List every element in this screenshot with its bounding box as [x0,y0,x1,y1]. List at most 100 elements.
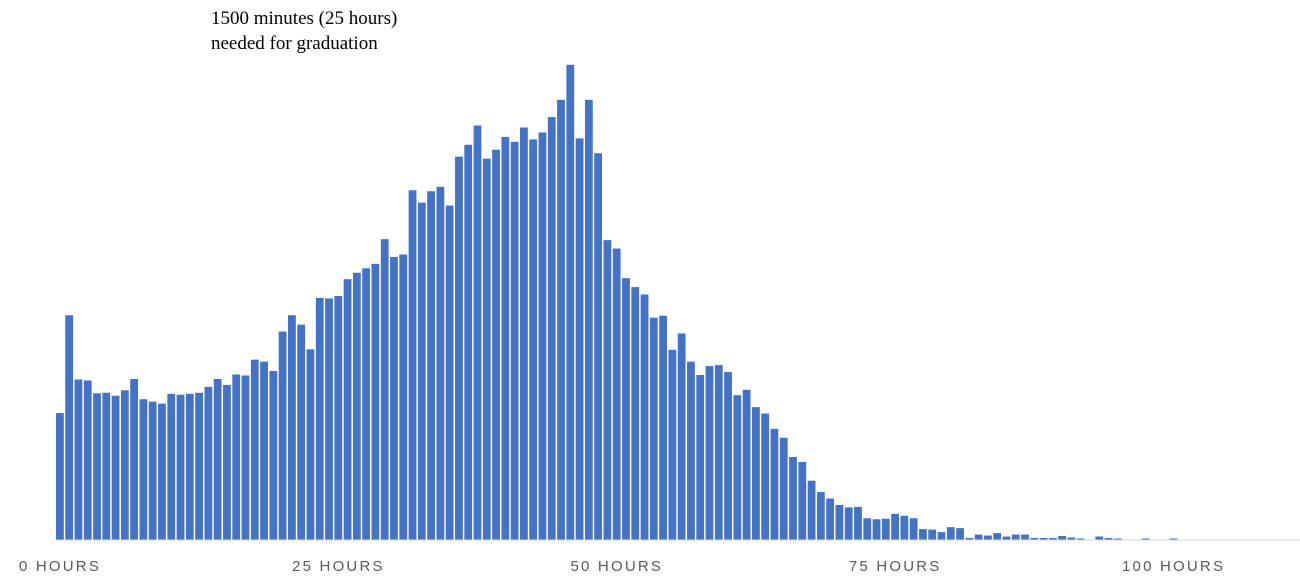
histogram-bar [65,315,74,540]
histogram-bar [826,498,835,540]
histogram-bar [993,533,1002,540]
histogram-bar [779,437,788,540]
histogram-bar [74,379,83,540]
histogram-bar [668,349,677,540]
x-axis-tick-labels: 0 HOURS 25 HOURS 50 HOURS 75 HOURS 100 HOURS [19,558,1225,575]
bars-group [56,64,1178,541]
histogram-bar [844,507,853,540]
histogram-bar [492,149,500,541]
histogram-bar [204,386,213,540]
histogram-bar [1104,538,1113,540]
histogram-bar [417,202,426,540]
x-tick-label: 75 HOURS [849,558,942,575]
histogram-bar [176,394,185,540]
histogram-bar [659,315,667,540]
histogram-bar [93,393,101,540]
histogram-bar [120,390,129,540]
histogram-bar [306,349,315,540]
histogram-bar [946,527,955,540]
histogram-bar [250,359,259,540]
histogram-bar [408,190,417,540]
histogram-bar [213,378,222,540]
histogram-bar [909,518,918,540]
histogram-bar [445,205,454,540]
histogram-bar [1113,538,1122,540]
histogram-bar [1169,538,1178,540]
histogram-bar [1030,538,1039,540]
histogram-bar [1095,536,1104,540]
histogram-bar [139,399,148,540]
histogram-bar [278,331,287,540]
graduation-annotation: 1500 minutes (25 hours) needed for gradu… [211,6,397,56]
histogram-bar [584,99,593,540]
histogram-bar [649,317,658,540]
histogram-bar [380,239,389,540]
histogram-bar [928,529,937,540]
histogram-bar [900,515,909,540]
histogram-bar [854,506,862,540]
histogram-bar [399,254,408,540]
histogram-bar [807,480,816,540]
histogram-bar [1141,538,1150,540]
histogram-bar [436,186,445,541]
histogram-bar [547,117,556,540]
histogram-bar [1002,536,1011,540]
histogram-bar [557,99,565,540]
histogram-bar [390,256,398,540]
histogram-bar [761,413,770,540]
histogram-bar [1021,534,1029,540]
histogram-bar [473,125,482,540]
histogram-bar [464,144,473,541]
histogram-bar [1011,534,1020,540]
histogram-bar [677,333,686,540]
x-tick-label: 25 HOURS [292,558,385,575]
histogram-bar [260,361,268,540]
histogram-bar [919,529,927,540]
histogram-bar [427,191,435,541]
histogram-bar [371,263,380,540]
x-tick-label: 50 HOURS [570,558,663,575]
histogram-bar [315,297,324,540]
histogram-bar [603,240,612,540]
histogram-bar [789,457,797,540]
histogram-bar [1067,537,1076,540]
histogram-bar [83,380,92,540]
histogram-bar [195,392,203,540]
histogram-bar [130,378,139,540]
annotation-line-2: needed for graduation [211,33,378,54]
histogram-bar [269,371,278,540]
histogram-bar [984,535,992,540]
histogram-bar [956,528,964,540]
histogram-bar [835,504,844,540]
histogram-bar [185,393,194,540]
histogram-bar [1076,538,1085,540]
histogram-bar [566,64,575,541]
histogram-bar [714,365,723,540]
histogram-bar [612,248,621,541]
histogram-bar [622,278,630,540]
histogram-bar [1048,538,1057,540]
histogram-bar [288,315,296,540]
histogram-bar [965,538,974,540]
histogram-bar [538,132,547,540]
histogram-bar [241,375,250,540]
histogram-bar [816,492,825,540]
histogram-bar [724,372,732,540]
histogram-bar [455,156,463,540]
x-tick-label: 100 HOURS [1122,558,1225,575]
histogram-bar [148,401,157,540]
histogram-bar [334,295,343,540]
histogram-bar [974,534,983,540]
histogram-bar [937,532,946,540]
histogram-bar [520,127,528,540]
histogram-bar [111,395,120,540]
histogram-bar [640,294,649,540]
histogram-bar [158,403,166,540]
histogram-bar [325,298,333,540]
histogram-bar [863,518,872,540]
histogram-bar [705,366,714,540]
histogram-bar [1039,538,1048,540]
histogram-bar [56,413,64,540]
